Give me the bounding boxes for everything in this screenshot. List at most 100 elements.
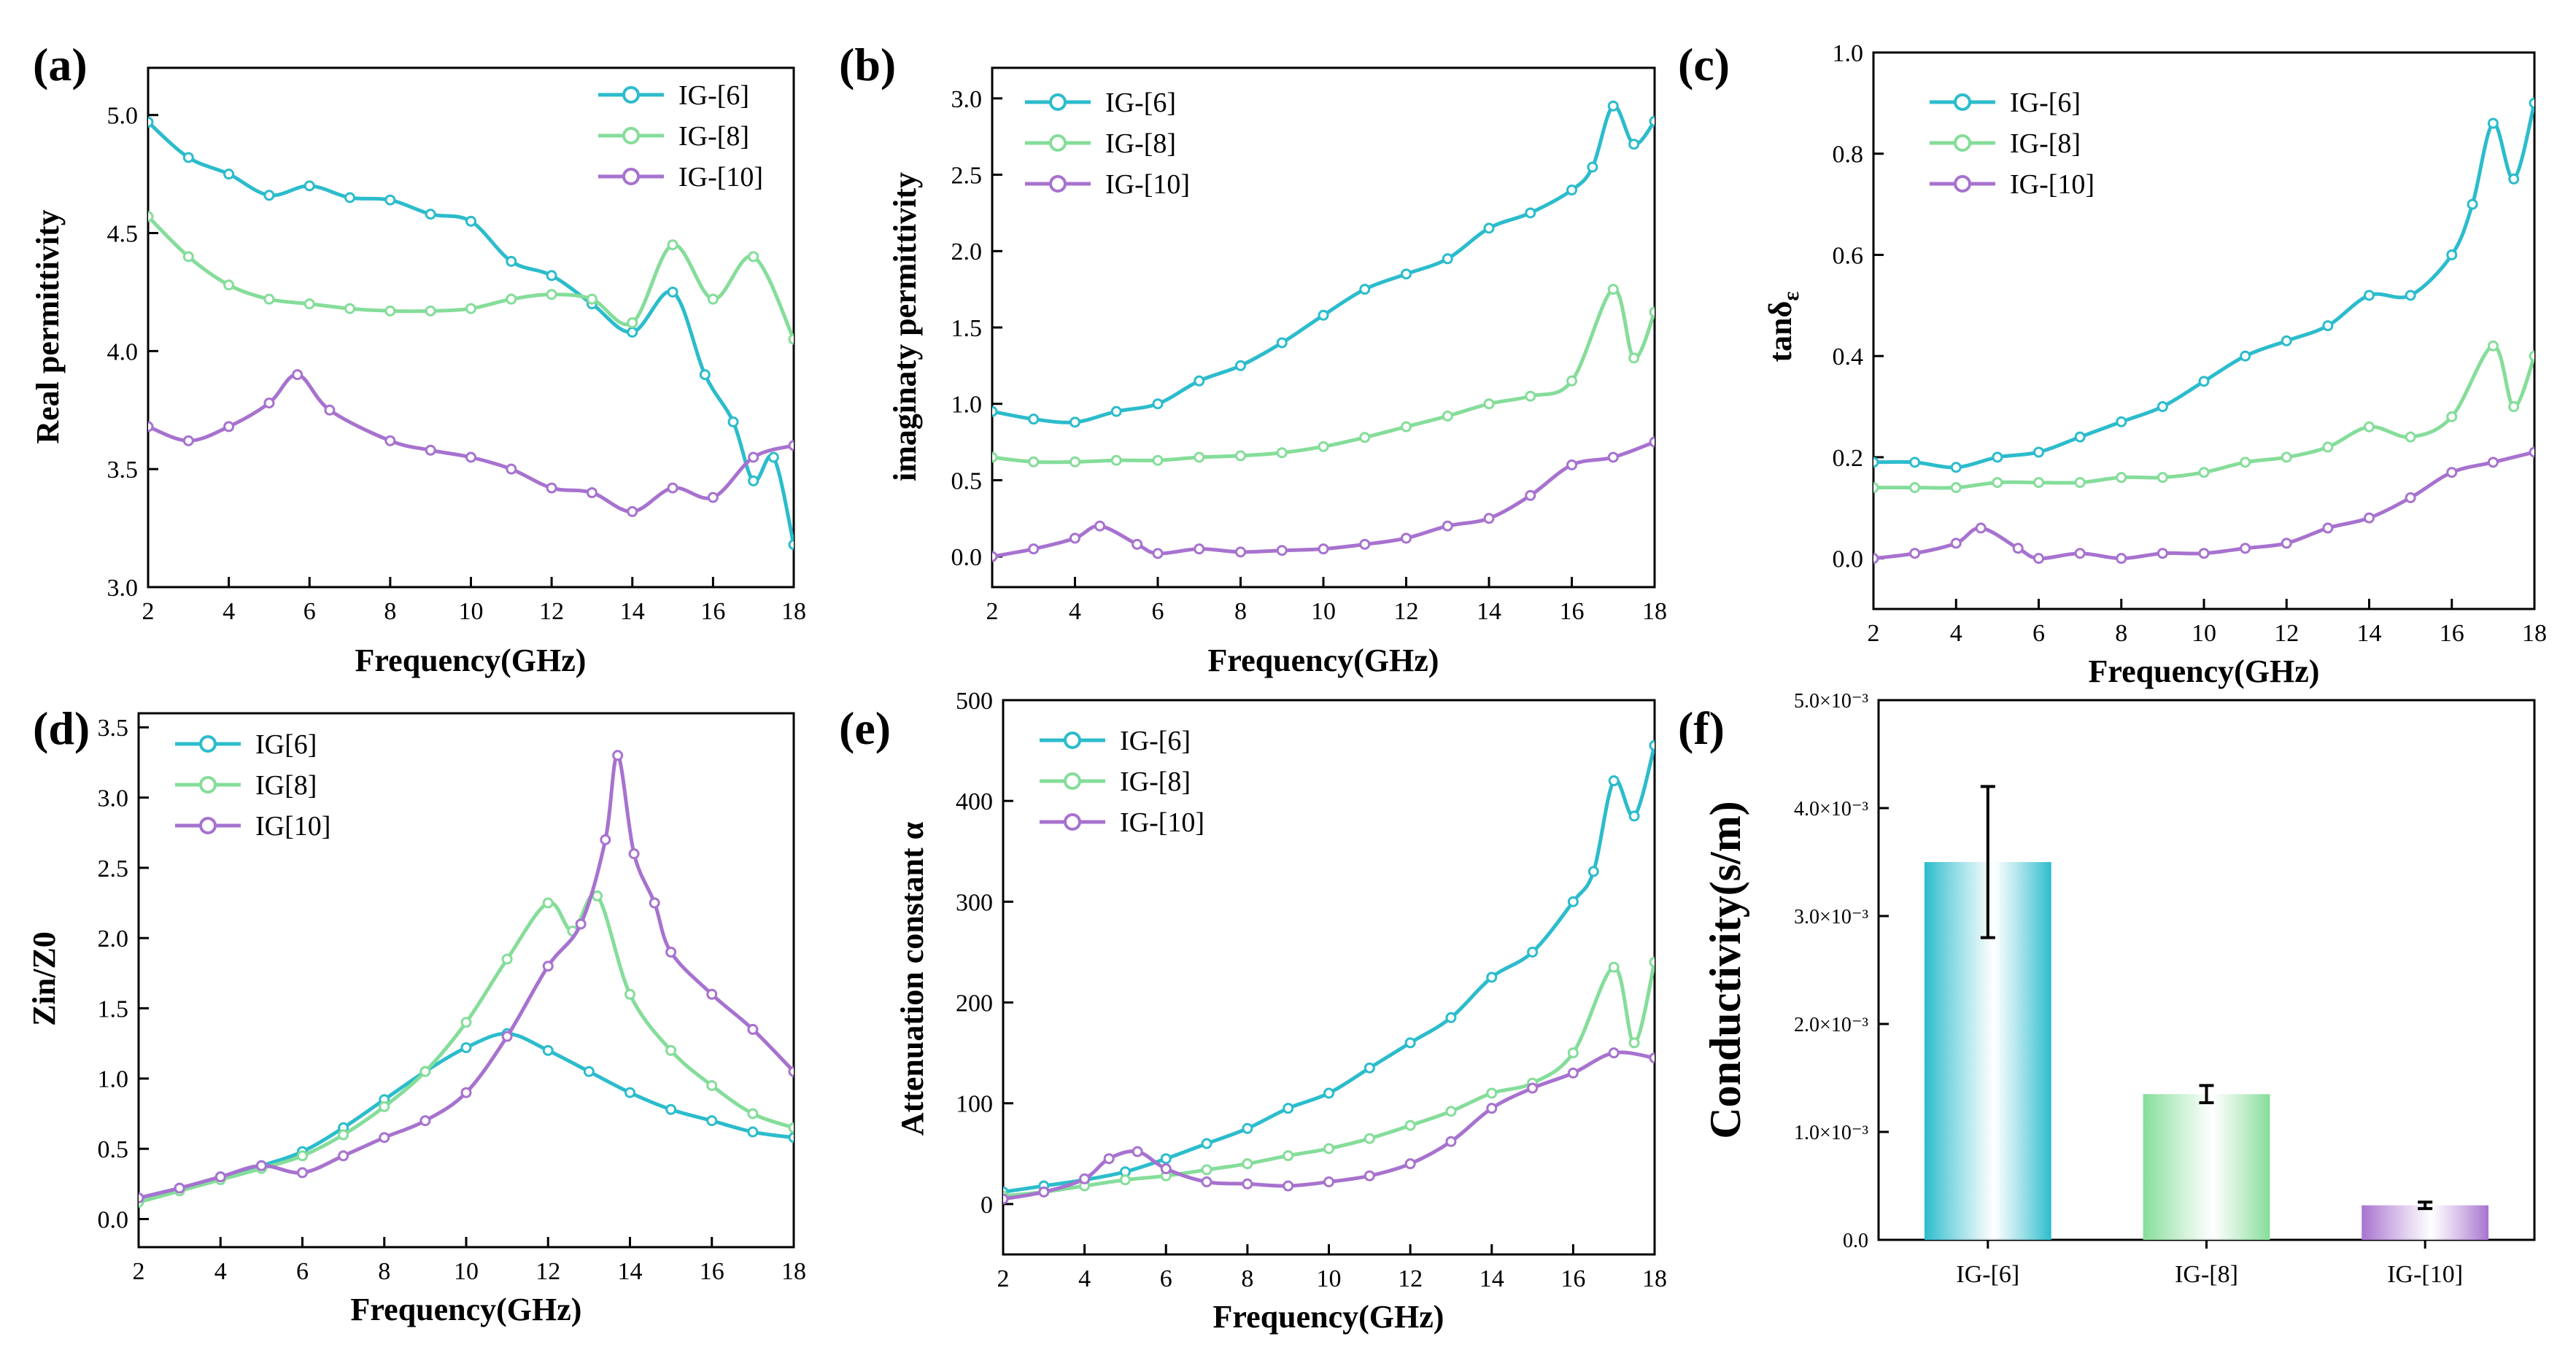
x-tick-label-ig-8: IG-[8]: [2175, 1261, 2238, 1288]
y-axis-title-a: Real permittivity: [30, 209, 66, 443]
y-tick-label-b: 1.0: [951, 392, 983, 419]
data-point-ig-6-c: [2446, 249, 2458, 260]
data-point-ig-8-c: [2446, 411, 2458, 422]
data-point-ig-10-d: [338, 1150, 349, 1162]
bar-ig-10: [2362, 1205, 2489, 1240]
x-tick-label-e: 10: [1317, 1265, 1342, 1292]
data-point-ig-6-d: [624, 1087, 635, 1098]
data-point-ig-8-e: [1404, 1120, 1416, 1131]
y-tick-label-a: 5.0: [107, 103, 139, 130]
data-point-ig-8-e: [1119, 1174, 1131, 1186]
series-ig-10-c: [1873, 446, 2534, 564]
data-point-ig-10-c: [2198, 548, 2210, 559]
y-tick-label-f: 4.0×10⁻³: [1794, 798, 1868, 820]
y-tick-label-d: 1.5: [98, 996, 129, 1023]
data-point-ig-10-d: [255, 1160, 267, 1171]
legend-marker-ig-8-c: [1954, 134, 1971, 152]
data-point-ig-6-d: [706, 1115, 718, 1127]
data-point-ig-8-d: [788, 1122, 794, 1133]
data-point-ig-10-a: [148, 421, 154, 432]
legend-label-ig-10-a: IG-[10]: [678, 162, 763, 193]
data-point-ig-10-b: [1094, 520, 1106, 532]
series-line-ig-10-b: [992, 440, 1655, 559]
x-tick-label-b: 14: [1477, 598, 1501, 625]
x-tick-label-d: 18: [781, 1258, 806, 1285]
data-point-ig-8-c: [2240, 457, 2251, 468]
x-tick-label-b: 4: [1069, 598, 1081, 625]
legend-marker-ig-6-d: [199, 735, 217, 753]
data-point-ig-10-d: [575, 918, 587, 930]
data-point-ig-6-e: [1587, 866, 1599, 877]
x-tick-label-b: 12: [1394, 598, 1419, 625]
data-point-ig-8-b: [1235, 450, 1246, 462]
x-tick-label-b: 16: [1560, 598, 1585, 625]
data-point-ig-8-c: [2529, 350, 2534, 362]
legend-marker-ig-8-b: [1049, 134, 1067, 152]
x-tick-label-ig-6: IG-[6]: [1956, 1261, 2019, 1288]
data-point-ig-6-c: [2074, 431, 2086, 443]
data-point-ig-6-e: [1486, 971, 1498, 983]
plot-frame-c: [1872, 51, 2536, 610]
data-point-ig-6-d: [542, 1044, 554, 1056]
legend-marker-ig-10-b: [1049, 175, 1067, 193]
data-point-ig-10-d: [747, 1023, 759, 1035]
data-point-ig-6-e: [1404, 1037, 1416, 1049]
data-point-ig-10-e: [1132, 1146, 1143, 1157]
data-point-ig-6-c: [2116, 416, 2127, 427]
data-point-ig-6-d: [788, 1132, 794, 1144]
x-tick-label-c: 18: [2522, 620, 2547, 647]
data-point-ig-10-e: [1527, 1082, 1539, 1094]
data-point-ig-6-c: [1873, 457, 1879, 468]
data-point-ig-6-b: [1587, 161, 1598, 173]
y-tick-label-b: 3.0: [951, 86, 983, 113]
data-point-ig-8-e: [1445, 1106, 1457, 1117]
data-point-ig-10-e: [1038, 1186, 1050, 1198]
data-point-ig-8-c: [2487, 340, 2499, 352]
x-tick-label-a: 6: [303, 598, 316, 625]
data-point-ig-6-a: [384, 194, 396, 206]
data-point-ig-10-d: [600, 834, 611, 845]
data-point-ig-10-c: [2116, 553, 2127, 564]
data-point-ig-8-e: [1628, 1037, 1640, 1049]
series-ig-8-a: [148, 211, 794, 345]
y-tick-label-d: 2.5: [98, 855, 129, 882]
data-point-ig-6-a: [506, 255, 517, 267]
legend-marker-ig-8-d: [199, 776, 217, 794]
data-point-ig-10-d: [665, 946, 677, 958]
series-ig-8-b: [992, 284, 1655, 467]
data-point-ig-6-c: [2198, 376, 2210, 387]
data-point-ig-6-a: [344, 192, 356, 203]
data-point-ig-10-c: [2529, 446, 2534, 458]
data-point-ig-10-b: [1483, 513, 1495, 524]
data-point-ig-6-b: [1649, 115, 1655, 127]
data-point-ig-10-b: [1028, 543, 1040, 555]
x-tick-label-a: 16: [700, 598, 725, 625]
y-tick-label-e: 0: [980, 1192, 993, 1219]
x-tick-label-e: 14: [1480, 1265, 1504, 1292]
series-ig-10-e: [1003, 1047, 1655, 1205]
legend-marker-ig-8-a: [622, 127, 640, 144]
legend-marker-ig-6-a: [622, 86, 640, 104]
data-point-ig-10-c: [2405, 492, 2416, 503]
y-tick-label-b: 0.0: [951, 544, 983, 571]
data-point-ig-8-c: [2157, 472, 2168, 484]
data-point-ig-10-a: [788, 440, 794, 451]
series-ig-8-c: [1873, 340, 2534, 494]
data-point-ig-10-b: [1442, 520, 1453, 532]
data-point-ig-10-a: [182, 435, 194, 446]
data-point-ig-8-e: [1608, 961, 1620, 973]
y-axis-title-d: Zin/Z0: [26, 931, 62, 1026]
x-axis-title-c: Frequency(GHz): [2089, 653, 2320, 689]
plot-frame-e: [1002, 699, 1656, 1256]
y-tick-label-e: 200: [956, 990, 993, 1017]
data-point-ig-10-e: [1079, 1173, 1091, 1184]
data-point-ig-10-e: [1242, 1178, 1253, 1190]
data-point-ig-8-e: [1649, 956, 1655, 968]
legend-label-ig-6-e: IG-[6]: [1120, 726, 1191, 756]
x-axis-title-b: Frequency(GHz): [1208, 643, 1439, 678]
x-tick-label-b: 10: [1311, 598, 1336, 625]
y-tick-label-d: 1.0: [98, 1066, 129, 1093]
data-point-ig-8-b: [1276, 447, 1288, 459]
data-point-ig-8-a: [303, 298, 315, 310]
